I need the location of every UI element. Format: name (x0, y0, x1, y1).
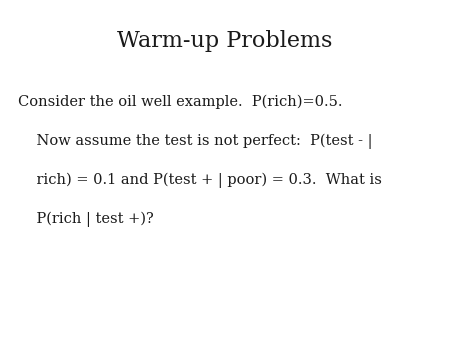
Text: Warm-up Problems: Warm-up Problems (117, 30, 333, 52)
Text: Now assume the test is not perfect:  P(test - |: Now assume the test is not perfect: P(te… (18, 134, 373, 149)
Text: P(rich | test +)?: P(rich | test +)? (18, 211, 154, 227)
Text: Consider the oil well example.  P(rich)=0.5.: Consider the oil well example. P(rich)=0… (18, 95, 342, 109)
Text: rich) = 0.1 and P(test + | poor) = 0.3.  What is: rich) = 0.1 and P(test + | poor) = 0.3. … (18, 172, 382, 188)
